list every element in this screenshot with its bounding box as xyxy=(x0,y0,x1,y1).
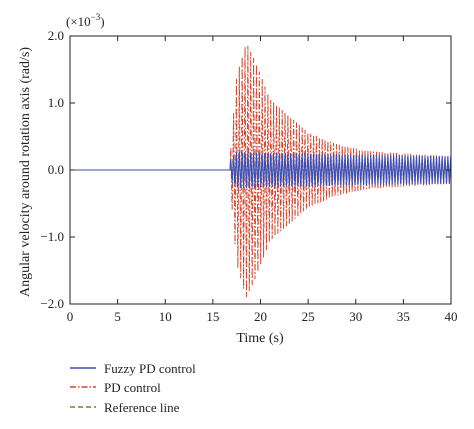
series-line-fuzzy-pd-control xyxy=(70,151,452,189)
x-tick-label: 5 xyxy=(114,309,121,324)
y-multiplier-close: ) xyxy=(100,14,104,29)
legend-label-pd: PD control xyxy=(104,380,161,395)
y-tick-label: −1.0 xyxy=(40,229,64,244)
x-axis-label: Time (s) xyxy=(236,331,284,346)
y-tick-label: 0.0 xyxy=(48,162,64,177)
x-tick-label: 20 xyxy=(254,309,267,324)
legend-label-reference: Reference line xyxy=(104,400,180,415)
series-layer xyxy=(70,45,452,298)
y-multiplier-exponent: −3 xyxy=(91,12,101,22)
legend-label-fuzzy-pd: Fuzzy PD control xyxy=(104,361,196,376)
ticks-layer: 0 5 10 15 20 25 30 35 40 2.0 1.0 0.0 −1.0 −2.0 xyxy=(40,28,457,324)
x-tick-label: 0 xyxy=(67,309,74,324)
legend: Fuzzy PD control PD control Reference li… xyxy=(70,361,196,415)
x-tick-label: 30 xyxy=(349,309,362,324)
y-tick-label: −2.0 xyxy=(40,296,64,311)
y-tick-label: 2.0 xyxy=(48,28,64,43)
x-tick-label: 15 xyxy=(206,309,219,324)
x-tick-label: 35 xyxy=(397,309,410,324)
y-axis-label: Angular velocity around rotation axis (r… xyxy=(18,47,33,297)
series-line-pd-control xyxy=(70,45,452,298)
y-multiplier-base: (×10 xyxy=(66,14,91,29)
y-tick-label: 1.0 xyxy=(48,95,64,110)
x-tick-label: 40 xyxy=(445,309,458,324)
x-tick-label: 10 xyxy=(159,309,172,324)
x-tick-label: 25 xyxy=(302,309,315,324)
y-multiplier: (×10−3) xyxy=(66,12,105,29)
